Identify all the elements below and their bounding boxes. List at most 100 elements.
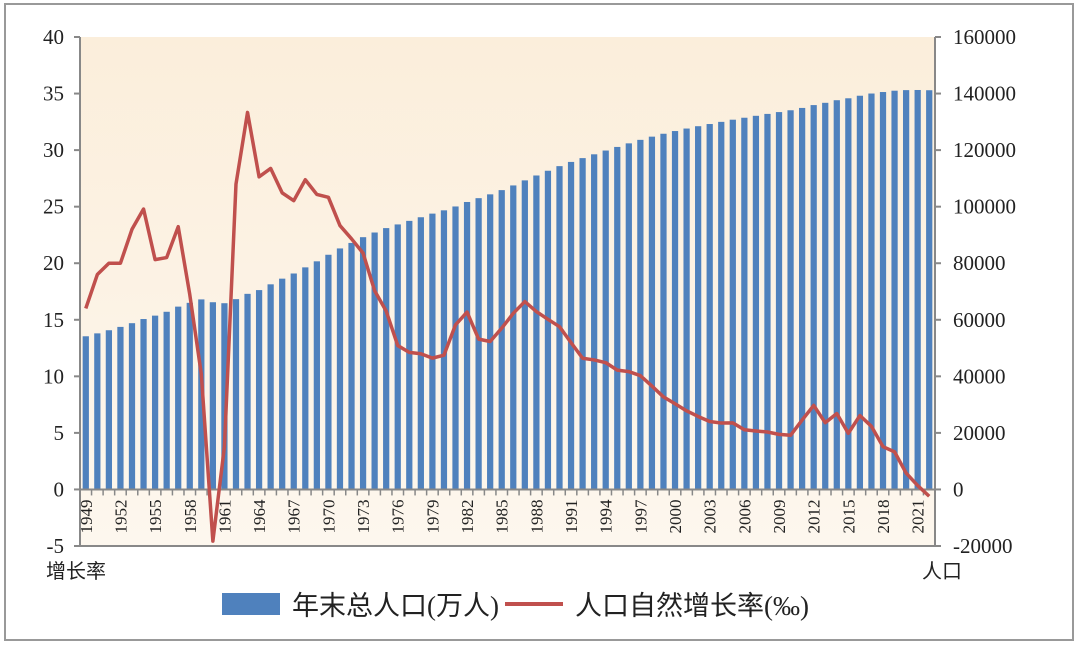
x-tick-label: 2000 [666,499,685,533]
bar-1957 [175,306,182,490]
bar-2008 [764,113,771,490]
bar-1992 [579,158,586,490]
right-tick-label: 60000 [953,308,1006,332]
x-tick-label: 1949 [77,499,96,533]
bar-1985 [498,190,505,490]
x-tick-label: 1952 [111,499,130,533]
x-tick-label: 2003 [701,499,720,533]
x-tick-label: 1955 [146,499,165,533]
bar-1955 [151,315,159,490]
growth-rate-line [84,110,931,543]
x-tick-label: 1988 [527,499,546,533]
bar-1954 [140,319,147,490]
right-tick-label: 80000 [953,251,1006,275]
x-tick-label: 1958 [181,499,200,533]
bar-1991 [567,161,575,490]
bar-2015 [845,98,852,490]
bar-1968 [302,267,309,490]
bar-1952 [117,326,124,490]
x-tick-label: 1991 [562,499,581,533]
bar-2013 [822,102,829,490]
chart-frame [4,3,1074,641]
left-tick-label: 10 [43,364,64,388]
bar-1993 [591,154,598,490]
bar-1997 [637,139,644,490]
right-axis-title: 人口 [922,561,962,583]
bar-1987 [521,180,528,490]
bar-2017 [868,93,875,490]
bar-1983 [475,198,482,490]
x-tick-label: 1970 [319,499,338,533]
x-tick-label: 2021 [909,499,928,533]
bar-2007 [752,115,760,490]
bar-1953 [128,323,136,490]
bar-2006 [741,117,748,490]
bar-1967 [290,273,297,490]
x-tick-label: 2009 [770,499,789,533]
legend-bar-swatch [222,592,280,615]
right-tick-label: 0 [953,477,964,501]
bar-2012 [810,105,817,490]
bar-1979 [429,213,436,490]
bar-1966 [279,278,286,490]
bar-2001 [683,128,690,490]
bar-1975 [383,228,390,490]
left-tick-label: 25 [43,195,64,219]
bar-1963 [244,293,251,490]
x-tick-label: 1982 [458,499,477,533]
bar-1950 [94,333,101,490]
x-tick-label: 1997 [631,499,650,534]
bar-2010 [787,110,794,490]
legend: 年末总人口(万人) 人口自然增长率(‰) [222,584,809,623]
right-tick-label: 40000 [953,364,1006,388]
bar-1964 [255,290,263,490]
bar-2011 [799,107,806,490]
x-tick-label: 2015 [839,499,858,533]
bar-1977 [406,220,413,490]
bar-2021 [914,89,921,490]
bar-1982 [463,201,471,490]
bar-1960 [209,302,216,490]
left-tick-label: 20 [43,251,64,275]
x-tick-label: 1961 [215,499,234,533]
bar-1972 [348,242,355,490]
x-tick-label: 1994 [597,499,616,534]
bar-2004 [718,121,725,490]
bar-2018 [879,92,887,490]
bar-1956 [163,311,170,490]
bar-1989 [544,170,552,490]
x-tick-label: 1979 [423,499,442,533]
x-tick-label: 1973 [354,499,373,533]
bar-2005 [729,119,736,490]
x-tick-label: 2012 [805,499,824,533]
bar-2002 [695,126,702,490]
bar-2014 [833,100,840,490]
bar-2019 [891,90,898,490]
legend-line-swatch [504,601,563,606]
bar-1998 [648,136,656,490]
x-tick-label: 1964 [250,499,269,534]
bar-1965 [267,284,274,490]
bar-2016 [856,95,864,490]
right-tick-label: 100000 [953,195,1016,219]
bar-1986 [510,185,517,490]
bar-1999 [660,133,667,490]
left-tick-label: 5 [54,421,65,445]
bar-1961 [221,303,228,490]
right-tick-label: -20000 [953,534,1013,558]
left-tick-label: -5 [47,534,65,558]
bar-2009 [775,112,783,490]
x-tick-label: 2006 [735,499,754,533]
bar-1976 [394,224,401,490]
x-tick-label: 2018 [874,499,893,533]
bar-1988 [533,175,540,490]
bar-2000 [671,131,679,490]
bar-1994 [602,150,609,490]
left-tick-label: 40 [43,25,64,49]
x-tick-label: 1976 [389,499,408,533]
legend-line-label: 人口自然增长率(‰) [574,591,809,621]
right-tick-label: 140000 [953,82,1016,106]
bar-1962 [232,299,240,490]
bar-1996 [625,143,632,490]
